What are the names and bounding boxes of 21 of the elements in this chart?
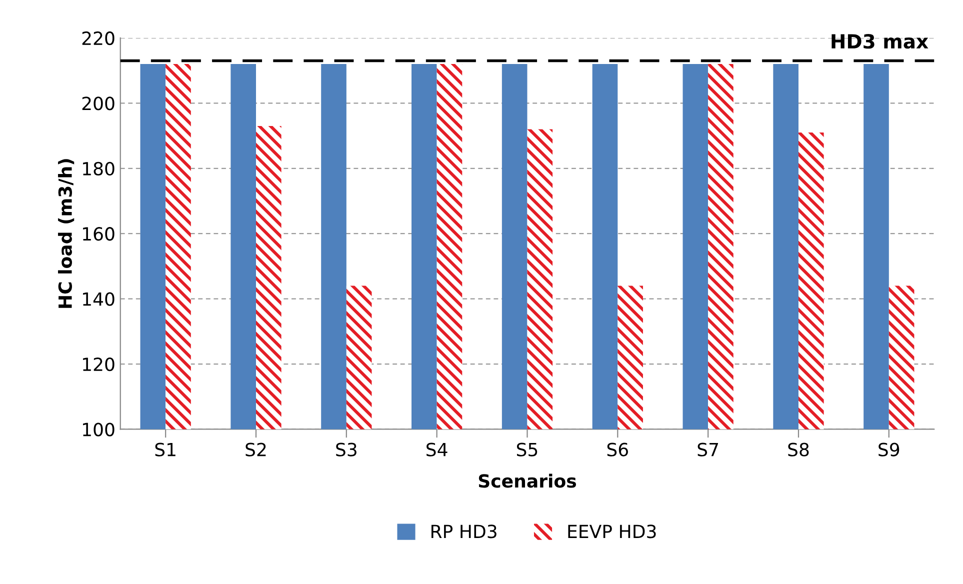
x-tick-label: S2	[246, 442, 266, 456]
x-tick-label: S7	[698, 442, 718, 456]
x-tick-label: S8	[788, 442, 809, 456]
y-tick-label: 200	[82, 96, 114, 110]
y-tick-label: 100	[83, 422, 114, 436]
y-tick-label: 120	[83, 357, 114, 372]
x-tick-label: S6	[607, 442, 628, 456]
ref-line-label: HD3 max	[832, 34, 928, 49]
x-tick-label: S3	[336, 442, 356, 456]
x-axis-title: Scenarios	[478, 474, 576, 488]
legend-label: EEVP HD3	[568, 524, 656, 538]
x-tick-label: S4	[426, 442, 448, 456]
y-tick-label: 160	[83, 227, 114, 241]
x-tick-label: S5	[516, 442, 538, 456]
y-axis-title: HC load (m3/h)	[58, 159, 74, 308]
y-tick-label: 180	[83, 162, 114, 176]
x-tick-label: S1	[155, 442, 176, 456]
legend-label: RP HD3	[432, 524, 496, 538]
y-tick-label: 140	[83, 292, 114, 306]
y-tick-label: 220	[82, 31, 114, 46]
x-tick-label: S9	[878, 442, 900, 456]
